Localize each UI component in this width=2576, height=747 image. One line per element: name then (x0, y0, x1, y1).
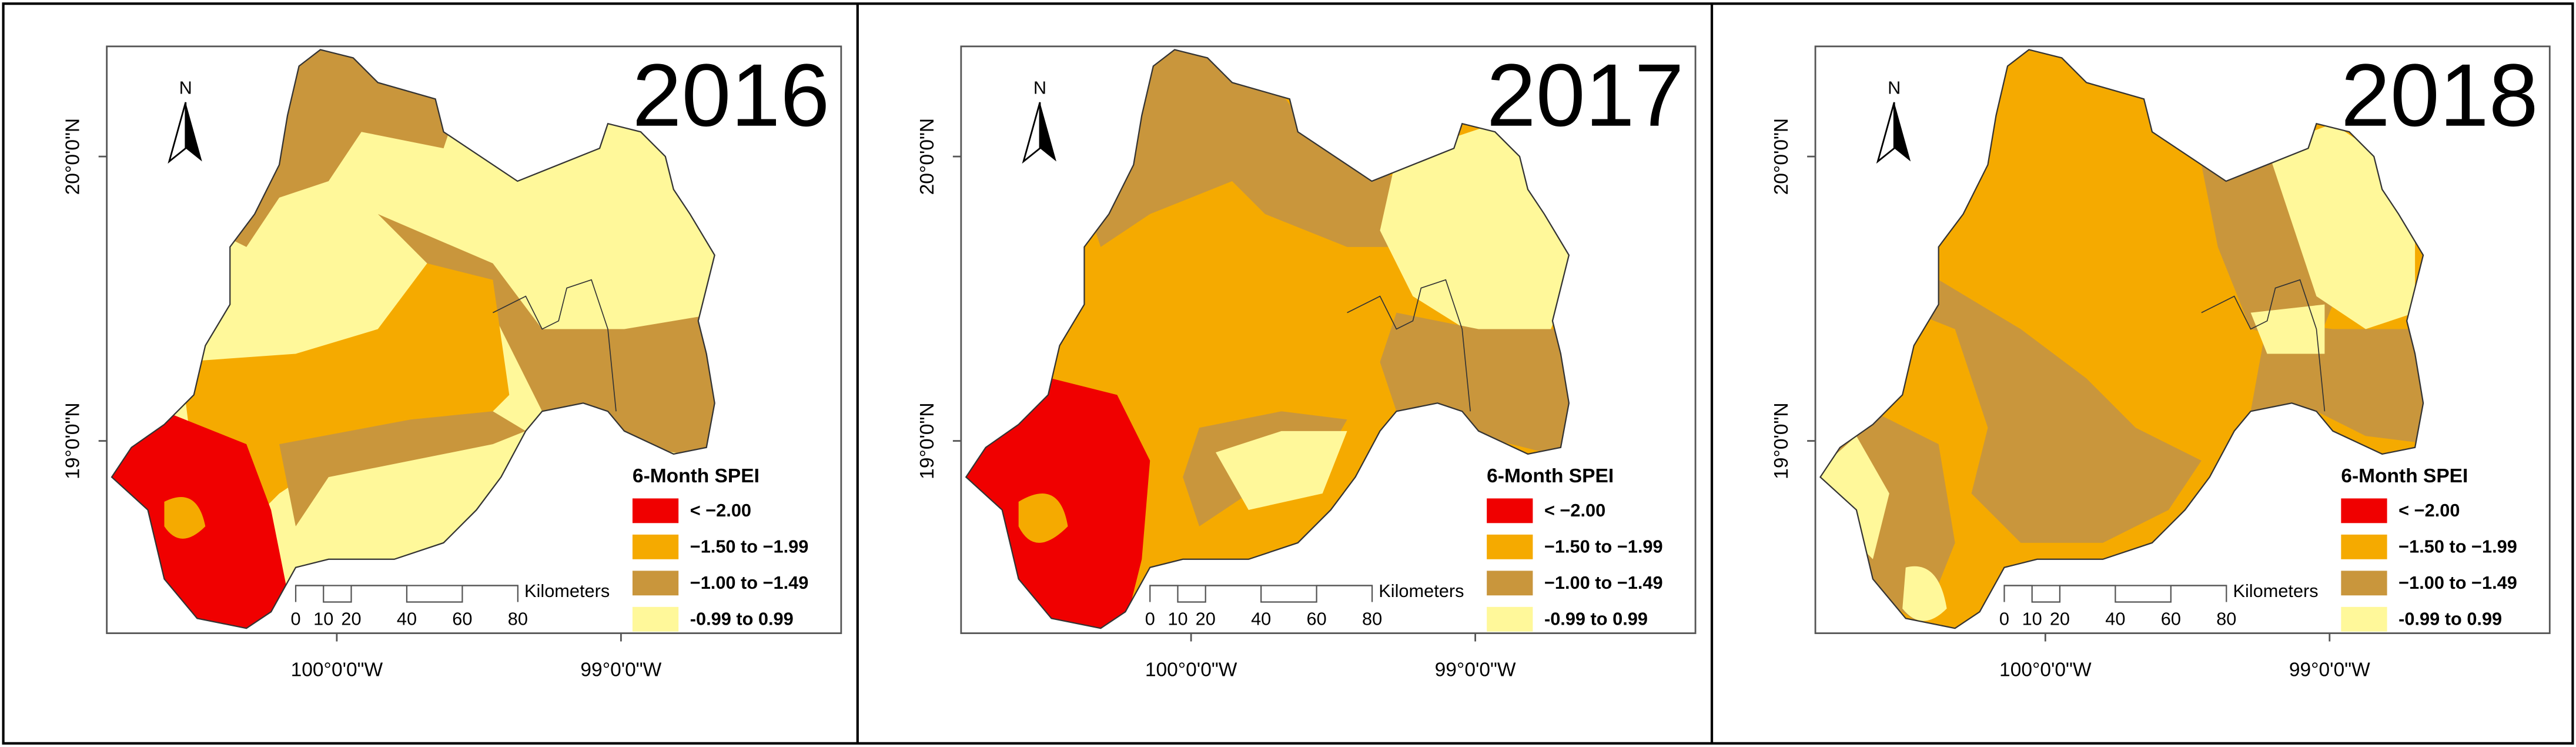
latitude-label: 20°0'0"N (62, 118, 84, 195)
state-outline (111, 49, 715, 629)
longitude-label: 99°0'0"W (580, 659, 661, 681)
map-panel: 2017 N 20°0'0"N 19°0'0"N 100°0'0"W 99°0'0"W 6-… (916, 45, 1697, 681)
legend-title: 6-Month SPEI (633, 465, 760, 487)
spei-region (279, 411, 526, 526)
spei-region (1380, 312, 1569, 461)
latitude-label: 19°0'0"N (62, 402, 84, 479)
north-arrow-fill (185, 102, 202, 162)
scale-label: 0 (1145, 608, 1155, 629)
legend-label: −1.50 to −1.99 (2398, 536, 2517, 556)
spei-region (180, 263, 510, 526)
scale-unit: Kilometers (2233, 581, 2318, 601)
scale-label: 10 (313, 608, 333, 629)
scale-label: 60 (1307, 608, 1327, 629)
legend-label: −1.00 to −1.49 (2398, 572, 2517, 593)
scale-label: 0 (290, 608, 300, 629)
legend-swatch (632, 498, 679, 523)
legend-title: 6-Month SPEI (1487, 465, 1614, 487)
scale-label: 40 (2105, 608, 2125, 629)
legend-swatch (632, 606, 679, 632)
scale-label: 10 (2022, 608, 2042, 629)
legend-label: ‑0.99 to 0.99 (690, 608, 794, 629)
state-outline (965, 49, 1570, 629)
legend-swatch (632, 534, 679, 559)
legend-label: ‑0.99 to 0.99 (2398, 608, 2502, 629)
scale-label: 20 (2050, 608, 2070, 629)
year-label: 2016 (633, 45, 830, 145)
legend-label: −1.50 to −1.99 (690, 536, 809, 556)
scale-label: 60 (452, 608, 472, 629)
scale-unit: Kilometers (524, 581, 610, 601)
scale-label: 20 (1196, 608, 1216, 629)
district-boundary (1347, 279, 1471, 412)
legend-swatch (2341, 534, 2387, 559)
longitude-label: 99°0'0"W (1435, 659, 1516, 681)
spei-region (1216, 431, 1347, 510)
north-label: N (1033, 78, 1046, 98)
longitude-label: 100°0'0"W (291, 659, 383, 681)
legend-label: −1.00 to −1.49 (1544, 572, 1663, 593)
legend-label: < −2.00 (2398, 500, 2460, 521)
legend-swatch (2341, 498, 2387, 523)
legend-label: < −2.00 (1544, 500, 1605, 521)
north-arrow-fill (1894, 102, 1911, 162)
legend-label: < −2.00 (690, 500, 751, 521)
legend-swatch (2341, 606, 2387, 632)
scale-label: 40 (397, 608, 417, 629)
scale-label: 0 (1999, 608, 2009, 629)
legend-swatch (1487, 534, 1533, 559)
legend-swatch (1487, 606, 1533, 632)
north-label: N (1888, 78, 1901, 98)
longitude-label: 100°0'0"W (1999, 659, 2092, 681)
latitude-label: 19°0'0"N (916, 402, 938, 479)
scale-label: 40 (1251, 608, 1271, 629)
spei-region (1872, 279, 2202, 543)
legend-label: −1.50 to −1.99 (1544, 536, 1663, 556)
scale-label: 60 (2161, 608, 2181, 629)
north-label: N (179, 78, 192, 98)
legend-title: 6-Month SPEI (2341, 465, 2468, 487)
district-boundary (2201, 279, 2326, 412)
scale-unit: Kilometers (1379, 581, 1464, 601)
legend-swatch (1487, 498, 1533, 523)
latitude-label: 20°0'0"N (1771, 118, 1792, 195)
spei-region (164, 496, 206, 539)
legend-swatch (632, 571, 679, 596)
scale-label: 80 (1362, 608, 1382, 629)
north-arrow-fill (1040, 102, 1056, 162)
spei-region (1018, 493, 1068, 543)
spei-region (1902, 566, 1947, 621)
legend-swatch (2341, 571, 2387, 596)
year-label: 2018 (2341, 45, 2538, 145)
spei-region (2250, 304, 2325, 354)
scale-label: 20 (341, 608, 361, 629)
scale-label: 80 (2216, 608, 2236, 629)
year-label: 2017 (1487, 45, 1684, 145)
scale-label: 80 (508, 608, 528, 629)
latitude-label: 20°0'0"N (916, 118, 938, 195)
longitude-label: 99°0'0"W (2289, 659, 2370, 681)
legend-label: ‑0.99 to 0.99 (1544, 608, 1648, 629)
district-boundary (493, 279, 617, 412)
state-outline (1819, 49, 2424, 629)
map-panel: 2016 N 20°0'0"N 19°0'0"N 100°0'0"W 99°0'0"W 6-… (62, 45, 842, 681)
legend-label: −1.00 to −1.49 (690, 572, 809, 593)
map-panel: 2018 N 20°0'0"N 19°0'0"N 100°0'0"W 99°0'0"W 6-… (1771, 45, 2551, 681)
latitude-label: 19°0'0"N (1771, 402, 1792, 479)
longitude-label: 100°0'0"W (1145, 659, 1237, 681)
scale-label: 10 (1167, 608, 1187, 629)
spei-region (1820, 436, 1889, 559)
legend-swatch (1487, 571, 1533, 596)
